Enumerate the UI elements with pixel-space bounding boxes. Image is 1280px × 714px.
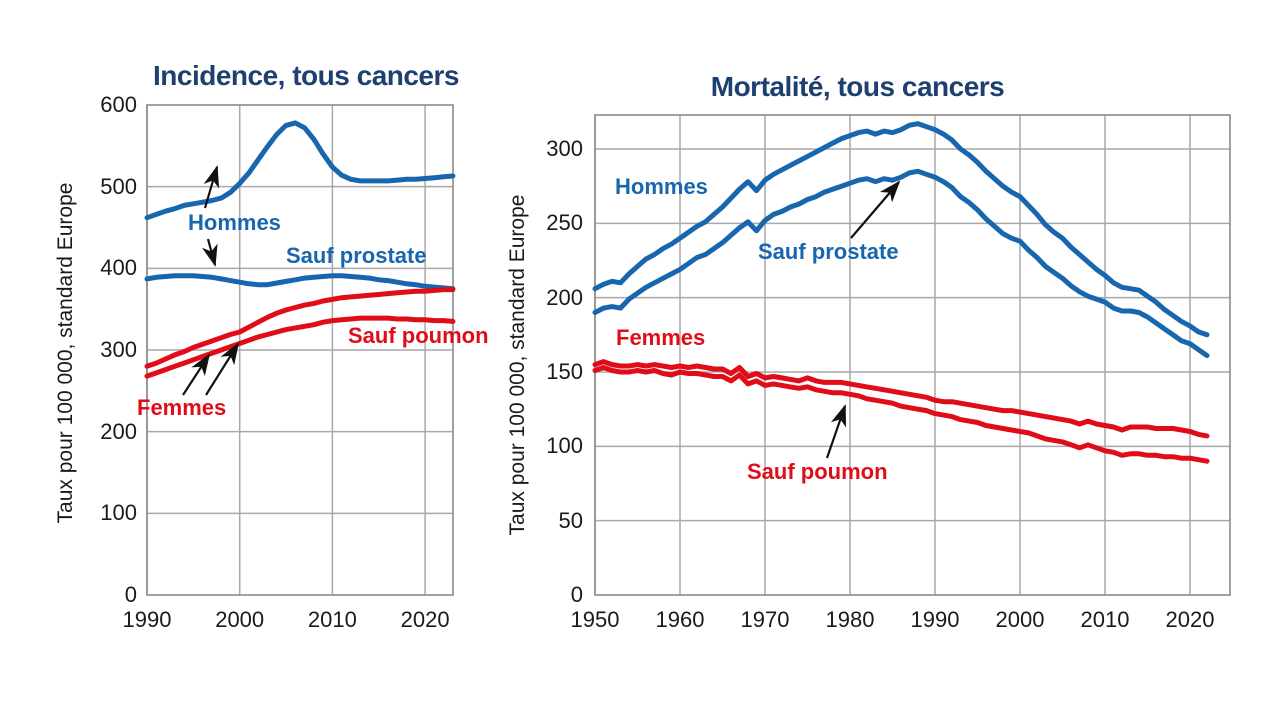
annotation-arrow-hommes-1 (202, 238, 218, 267)
chart-title-mortalite: Mortalité, tous cancers (710, 71, 1005, 102)
annotation-label-incidence-sauf-prostate: Sauf prostate (286, 243, 427, 268)
y-tick-label-mortalite-150: 150 (546, 358, 583, 384)
x-tick-label-incidence-2000: 2000 (215, 607, 265, 632)
y-tick-label-incidence-0: 0 (124, 582, 137, 607)
series-line-femmes-sauf-poumon (592, 365, 1210, 464)
plot-frame (594, 114, 1231, 596)
y-tick-label-incidence-200: 200 (100, 418, 137, 444)
chart-mortalite (592, 114, 1231, 596)
x-tick-label-mortalite-2010: 2010 (1080, 607, 1130, 632)
y-tick-label-mortalite-50: 50 (558, 507, 583, 533)
series-line-hommes (592, 121, 1210, 338)
series-line-femmes (592, 359, 1210, 439)
y-tick-label-mortalite-0: 0 (570, 582, 583, 607)
annotation-arrow-femmes-1 (205, 342, 240, 396)
y-tick-label-incidence-400: 400 (100, 255, 137, 281)
annotation-arrow-sauf-poumon-0 (825, 404, 847, 459)
series-line-femmes (144, 287, 456, 369)
chart-incidence (144, 104, 456, 596)
annotation-arrow-hommes-0 (203, 165, 220, 209)
x-tick-label-mortalite-1990: 1990 (910, 607, 960, 632)
plot-frame (146, 104, 454, 596)
x-tick-label-mortalite-2000: 2000 (995, 607, 1045, 632)
annotation-label-mortalite-sauf-poumon: Sauf poumon (747, 459, 888, 484)
y-tick-label-incidence-600: 600 (100, 91, 137, 117)
series-line-hommes-sauf-prostate (592, 168, 1210, 359)
x-tick-label-mortalite-1970: 1970 (740, 607, 790, 632)
annotation-arrow-sauf-prostate-0 (850, 180, 901, 239)
y-tick-label-incidence-100: 100 (100, 500, 137, 526)
x-tick-label-incidence-2020: 2020 (400, 607, 450, 632)
annotation-label-incidence-sauf-poumon: Sauf poumon (348, 323, 489, 348)
y-tick-label-mortalite-300: 300 (546, 135, 583, 161)
y-tick-label-mortalite-200: 200 (546, 284, 583, 310)
x-tick-label-incidence-2010: 2010 (307, 607, 357, 632)
annotation-label-incidence-femmes: Femmes (137, 395, 227, 420)
series-line-hommes-sauf-prostate (144, 273, 456, 292)
annotation-label-mortalite-femmes: Femmes (616, 325, 706, 350)
x-tick-label-mortalite-1980: 1980 (825, 607, 875, 632)
y-axis-title-incidence: Taux pour 100 000, standard Europe (54, 182, 77, 524)
annotation-label-mortalite-hommes: Hommes (615, 174, 708, 199)
y-tick-label-mortalite-250: 250 (546, 210, 583, 236)
x-tick-label-mortalite-1960: 1960 (655, 607, 705, 632)
x-tick-label-mortalite-2020: 2020 (1165, 607, 1215, 632)
y-tick-label-incidence-300: 300 (100, 336, 137, 362)
x-tick-label-incidence-1990: 1990 (122, 607, 172, 632)
x-tick-label-mortalite-1950: 1950 (570, 607, 620, 632)
annotation-arrow-femmes-0 (182, 353, 211, 396)
series-line-hommes (144, 120, 456, 221)
annotation-label-mortalite-sauf-prostate: Sauf prostate (758, 239, 899, 264)
y-tick-label-mortalite-100: 100 (546, 433, 583, 459)
chart-title-incidence: Incidence, tous cancers (153, 60, 459, 91)
annotation-label-incidence-hommes: Hommes (188, 210, 281, 235)
y-tick-label-incidence-500: 500 (100, 173, 137, 199)
